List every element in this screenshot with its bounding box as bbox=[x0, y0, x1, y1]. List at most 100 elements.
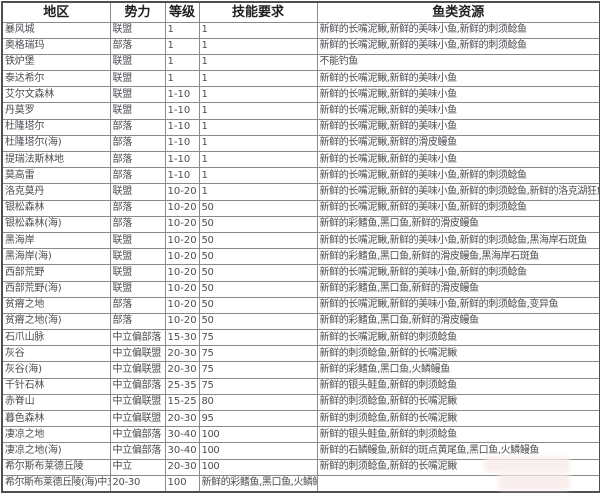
table-row: 泰达希尔 联盟 1 1 新鲜的长嘴泥鳅,新鲜的美味小鱼 bbox=[1, 70, 600, 88]
cell-skill: 95 bbox=[198, 409, 318, 428]
cell-skill: 新鲜的彩鳍鱼,黑口鱼,火鳞鳗鱼 bbox=[198, 474, 318, 493]
cell-region: 希尔斯布莱德丘陵(海)中立 bbox=[1, 474, 111, 493]
cell-faction: 中立偏部落 bbox=[109, 329, 166, 347]
table-row: 西部荒野(海) 联盟 10-20 50 新鲜的彩鳍鱼,黑口鱼,新鲜的滑皮鳗鱼 bbox=[1, 280, 600, 298]
cell-level: 1-10 bbox=[164, 167, 200, 185]
cell-skill: 1 bbox=[198, 134, 318, 153]
cell-level: 1-10 bbox=[164, 118, 200, 136]
cell-skill: 80 bbox=[198, 393, 318, 412]
cell-fish: 新鲜的银头鲑鱼,新鲜的刺须鲶鱼 bbox=[316, 377, 600, 395]
table-row: 暮色森林 中立偏联盟 20-30 95 新鲜的刺须鲶鱼,新鲜的长嘴泥鳅 bbox=[1, 409, 600, 428]
cell-faction: 20-30 bbox=[109, 474, 166, 493]
cell-faction: 联盟 bbox=[109, 70, 166, 88]
cell-level: 10-20 bbox=[164, 183, 200, 201]
cell-region: 丹莫罗 bbox=[1, 102, 111, 120]
cell-level: 20-30 bbox=[164, 361, 200, 379]
table-row: 黑海岸(海) 联盟 10-20 50 新鲜的彩鳍鱼,黑口鱼,新鲜的滑皮鳗鱼,黑海… bbox=[1, 248, 600, 266]
cell-region: 铁炉堡 bbox=[1, 53, 111, 72]
table-row: 杜隆塔尔(海) 部落 1-10 1 新鲜的长嘴泥鳅,新鲜的滑皮鳗鱼 bbox=[1, 134, 600, 153]
cell-faction: 中立偏联盟 bbox=[109, 361, 166, 379]
table-row: 黑海岸 联盟 10-20 50 新鲜的长嘴泥鳅,新鲜的美味小鱼,新鲜的刺须鲶鱼,… bbox=[1, 231, 600, 250]
cell-level: 20-30 bbox=[164, 458, 200, 476]
cell-skill: 50 bbox=[198, 248, 318, 266]
cell-level: 30-40 bbox=[164, 426, 200, 444]
cell-skill: 75 bbox=[198, 361, 318, 379]
cell-region: 灰谷 bbox=[1, 345, 111, 363]
header-faction: 势力 bbox=[109, 1, 166, 23]
cell-level: 1 bbox=[164, 37, 200, 55]
cell-faction: 部落 bbox=[109, 37, 166, 55]
table-row: 艾尔文森林 联盟 1-10 1 新鲜的长嘴泥鳅,新鲜的美味小鱼 bbox=[1, 86, 600, 104]
cell-level: 10-20 bbox=[164, 312, 200, 331]
cell-level: 10-20 bbox=[164, 296, 200, 314]
cell-skill: 50 bbox=[198, 312, 318, 331]
cell-faction: 中立偏部落 bbox=[109, 426, 166, 444]
cell-region: 杜隆塔尔 bbox=[1, 118, 111, 136]
cell-faction: 联盟 bbox=[109, 21, 166, 39]
cell-faction: 部落 bbox=[109, 167, 166, 185]
cell-skill: 1 bbox=[198, 86, 318, 104]
cell-skill: 1 bbox=[198, 21, 318, 39]
header-skill: 技能要求 bbox=[198, 1, 318, 23]
cell-level: 20-30 bbox=[164, 409, 200, 428]
cell-level: 1 bbox=[164, 53, 200, 72]
cell-region: 灰谷(海) bbox=[1, 361, 111, 379]
cell-region: 石爪山脉 bbox=[1, 329, 111, 347]
cell-fish: 新鲜的彩鳍鱼,黑口鱼,新鲜的滑皮鳗鱼 bbox=[316, 215, 600, 233]
cell-skill: 50 bbox=[198, 296, 318, 314]
cell-skill: 1 bbox=[198, 53, 318, 72]
cell-faction: 部落 bbox=[109, 296, 166, 314]
cell-skill: 100 bbox=[198, 458, 318, 476]
cell-faction: 中立偏联盟 bbox=[109, 345, 166, 363]
cell-skill: 100 bbox=[198, 442, 318, 460]
cell-fish: 新鲜的长嘴泥鳅,新鲜的美味小鱼,新鲜的刺须鲶鱼,变异鱼 bbox=[316, 296, 600, 314]
cell-faction: 联盟 bbox=[109, 102, 166, 120]
cell-faction: 部落 bbox=[109, 150, 166, 169]
cell-fish: 新鲜的长嘴泥鳅,新鲜的滑皮鳗鱼 bbox=[316, 134, 600, 153]
table-row: 丹莫罗 联盟 1-10 1 新鲜的长嘴泥鳅,新鲜的美味小鱼 bbox=[1, 102, 600, 120]
cell-fish: 新鲜的刺须鲶鱼,新鲜的长嘴泥鳅 bbox=[316, 345, 600, 363]
cell-skill: 75 bbox=[198, 377, 318, 395]
cell-region: 西部荒野 bbox=[1, 264, 111, 282]
cell-skill: 1 bbox=[198, 150, 318, 169]
cell-skill: 1 bbox=[198, 70, 318, 88]
cell-level: 25-35 bbox=[164, 377, 200, 395]
cell-region: 西部荒野(海) bbox=[1, 280, 111, 298]
cell-fish: 新鲜的长嘴泥鳅,新鲜的美味小鱼,新鲜的刺须鲶鱼,黑海岸石斑鱼 bbox=[316, 231, 600, 250]
table-row: 铁炉堡 联盟 1 1 不能钓鱼 bbox=[1, 53, 600, 72]
cell-region: 银松森林(海) bbox=[1, 215, 111, 233]
cell-level: 1-10 bbox=[164, 86, 200, 104]
cell-fish: 新鲜的彩鳍鱼,黑口鱼,新鲜的滑皮鳗鱼 bbox=[316, 280, 600, 298]
cell-faction: 部落 bbox=[109, 312, 166, 331]
cell-region: 凄凉之地 bbox=[1, 426, 111, 444]
cell-level: 1-10 bbox=[164, 102, 200, 120]
cell-region: 希尔斯布莱德丘陵 bbox=[1, 458, 111, 476]
table-row: 银松森林(海) 部落 10-20 50 新鲜的彩鳍鱼,黑口鱼,新鲜的滑皮鳗鱼 bbox=[1, 215, 600, 233]
cell-faction: 中立 bbox=[109, 458, 166, 476]
cell-faction: 部落 bbox=[109, 199, 166, 217]
cell-region: 黑海岸(海) bbox=[1, 248, 111, 266]
cell-skill: 1 bbox=[198, 102, 318, 120]
table-row: 暴风城 联盟 1 1 新鲜的长嘴泥鳅,新鲜的美味小鱼,新鲜的刺须鲶鱼 bbox=[1, 21, 600, 39]
cell-level: 10-20 bbox=[164, 248, 200, 266]
cell-fish: 新鲜的长嘴泥鳅,新鲜的美味小鱼 bbox=[316, 102, 600, 120]
cell-faction: 中立偏联盟 bbox=[109, 393, 166, 412]
cell-region: 暴风城 bbox=[1, 21, 111, 39]
cell-skill: 1 bbox=[198, 167, 318, 185]
cell-skill: 50 bbox=[198, 231, 318, 250]
header-level: 等级 bbox=[164, 1, 200, 23]
cell-level: 15-30 bbox=[164, 329, 200, 347]
table-row: 莫高雷 部落 1-10 1 新鲜的长嘴泥鳅,新鲜的美味小鱼,新鲜的刺须鲶鱼 bbox=[1, 167, 600, 185]
cell-region: 贫瘠之地 bbox=[1, 296, 111, 314]
table-row: 凄凉之地(海) 中立偏部落 30-40 100 新鲜的石鳞鳗鱼,新鲜的斑点黄尾鱼… bbox=[1, 442, 600, 460]
cell-region: 提瑞法斯林地 bbox=[1, 150, 111, 169]
cell-skill: 50 bbox=[198, 199, 318, 217]
table-row: 凄凉之地 中立偏部落 30-40 100 新鲜的银头鲑鱼,新鲜的刺须鲶鱼 bbox=[1, 426, 600, 444]
table-header-row: 地区 势力 等级 技能要求 鱼类资源 bbox=[1, 1, 600, 23]
cell-fish: 新鲜的长嘴泥鳅,新鲜的美味小鱼 bbox=[316, 118, 600, 136]
cell-fish: 新鲜的彩鳍鱼,黑口鱼,新鲜的滑皮鳗鱼,黑海岸石斑鱼 bbox=[316, 248, 600, 266]
cell-skill: 1 bbox=[198, 118, 318, 136]
cell-region: 千针石林 bbox=[1, 377, 111, 395]
cell-fish: 新鲜的长嘴泥鳅,新鲜的美味小鱼,新鲜的刺须鲶鱼 bbox=[316, 264, 600, 282]
table-row: 奥格瑞玛 部落 1 1 新鲜的长嘴泥鳅,新鲜的美味小鱼,新鲜的刺须鲶鱼 bbox=[1, 37, 600, 55]
